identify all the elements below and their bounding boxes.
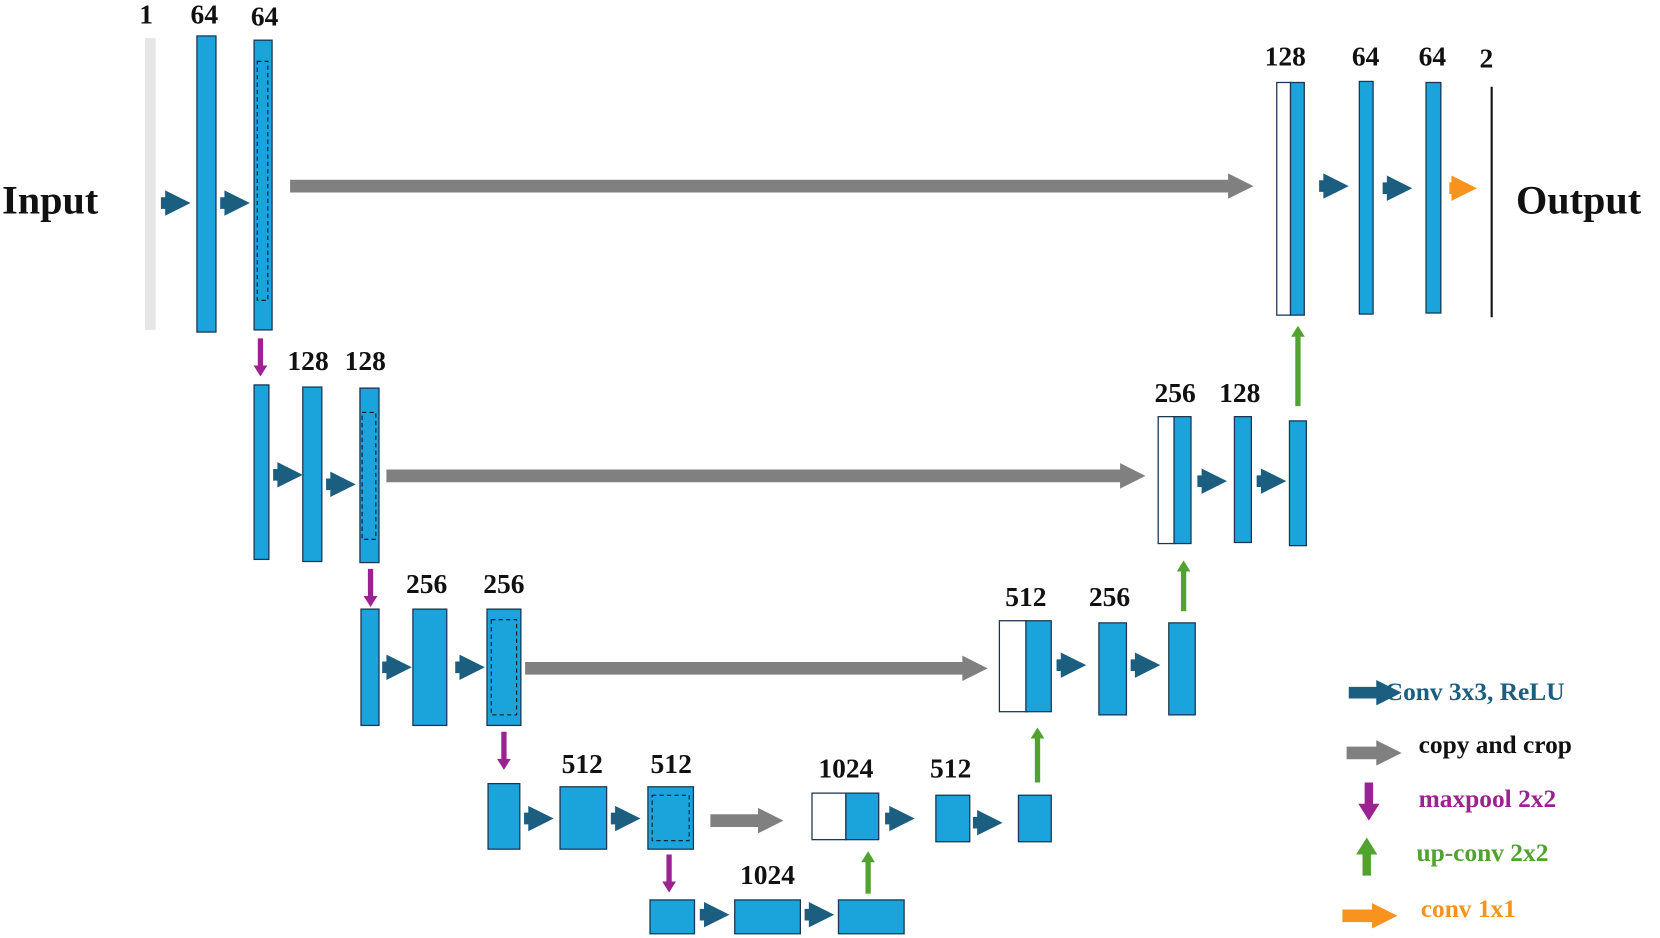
copy-arrow [710,807,784,834]
feature-map [649,899,696,935]
copy-arrow [525,655,988,682]
channel-label: 512 [562,748,603,779]
feature-map [1358,80,1374,315]
channel-label: 128 [1219,377,1260,408]
conv-arrow [160,190,191,216]
channel-label: 256 [1089,581,1130,612]
conv-arrow [885,805,915,832]
conv-arrow [326,471,356,498]
channel-label: 512 [1005,581,1046,612]
conv-arrow [1319,173,1349,199]
copy-arrow [386,463,1146,489]
channel-label: 1 [139,0,153,29]
feature-map [1157,416,1175,545]
output-label: Output [1516,178,1642,223]
legend-label: up-conv 2x2 [1417,839,1549,867]
feature-map [1017,794,1052,843]
conv-arrow [1256,468,1287,494]
feature-map [1173,416,1192,545]
maxpool-arrow [363,568,378,608]
conv-arrow [382,654,412,680]
channel-label: 2 [1479,43,1493,74]
upconv-arrow [1030,727,1045,783]
feature-map [359,387,380,564]
feature-map [302,386,323,563]
feature-map [845,792,880,841]
conv-arrow [1382,175,1413,201]
feature-map [486,608,522,727]
legend-label: maxpool 2x2 [1419,785,1557,813]
upconv-arrow [1291,325,1305,407]
feature-map [1425,81,1442,314]
feature-map [734,899,801,935]
legend-label: Conv 3x3, ReLU [1385,678,1565,706]
conv-arrow [273,462,303,488]
feature-map [1288,420,1308,547]
crop-region [651,794,690,842]
conv-arrow [699,902,730,928]
feature-map [196,35,217,333]
feature-map [837,899,905,935]
feature-map [360,608,380,727]
channel-label: 512 [651,748,692,779]
conv-arrow [1056,652,1087,678]
legend-maxpool-arrow [1358,782,1380,821]
channel-label: 128 [1265,41,1306,72]
feature-map [647,786,695,850]
conv-arrow [1197,468,1228,494]
maxpool-arrow [253,338,268,377]
feature-map [253,384,270,561]
channel-label: 128 [287,345,328,376]
channel-label: 128 [345,345,386,376]
legend-conv-arrow [1348,679,1402,706]
crop-region [490,619,518,716]
feature-map [1098,622,1128,716]
legend-label: conv 1x1 [1421,895,1516,923]
conv1x1-arrow [1449,175,1477,201]
feature-map [1289,81,1305,316]
conv-arrow [1130,652,1161,678]
upconv-arrow [861,851,875,894]
conv-arrow [804,902,835,928]
legend-label: copy and crop [1419,731,1572,759]
channel-label: 1024 [740,859,795,890]
conv-arrow [610,805,641,832]
copy-arrow [290,173,1254,199]
channel-label: 512 [930,752,971,783]
maxpool-arrow [662,854,676,893]
conv-arrow [972,810,1003,836]
conv-arrow [455,654,485,680]
channel-label: 64 [191,0,219,29]
feature-map [811,792,847,841]
feature-map [145,38,156,330]
channel-label: 64 [1419,41,1447,72]
crop-region [256,60,269,301]
input-label: Input [2,178,99,223]
feature-map [1025,620,1052,713]
conv-arrow [524,805,554,832]
feature-map [412,608,448,727]
feature-map [487,782,521,850]
channel-label: 256 [1154,377,1195,408]
feature-map [935,794,971,843]
channel-label: 64 [1352,41,1380,72]
feature-map [998,620,1028,713]
conv-arrow [220,190,250,216]
legend-upconv-arrow [1356,837,1378,876]
feature-map [1168,622,1196,716]
channel-label: 256 [483,568,524,599]
upconv-arrow [1176,560,1191,612]
maxpool-arrow [497,731,511,770]
feature-map [559,786,608,850]
crop-region [361,411,377,540]
channel-label: 256 [406,568,447,599]
channel-label: 1024 [818,752,873,783]
feature-map [1276,81,1292,316]
legend-conv1x1-arrow [1342,903,1398,929]
feature-map [1233,416,1252,544]
channel-label: 64 [251,0,279,31]
legend-copy-arrow [1346,740,1402,766]
